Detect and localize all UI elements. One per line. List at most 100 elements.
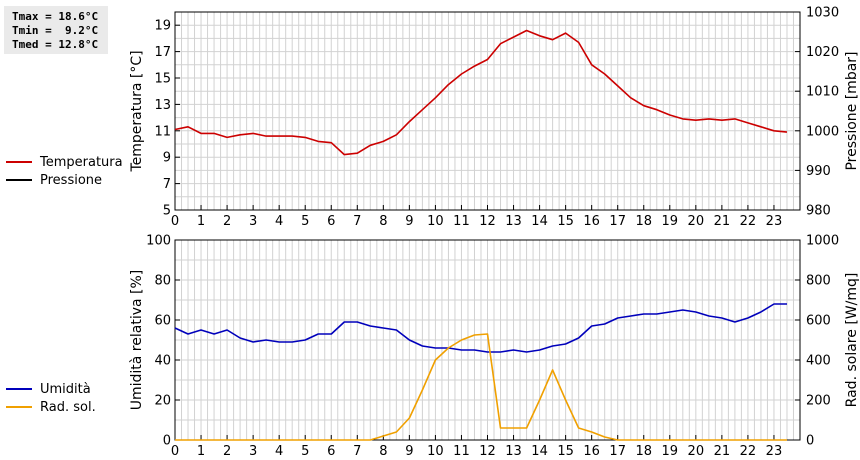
chart2-x-tick-label: 23 xyxy=(766,444,783,459)
chart2-x-tick-label: 0 xyxy=(171,444,179,459)
chart1-y2-tick-label: 1000 xyxy=(806,124,839,139)
chart1-x-tick-label: 3 xyxy=(249,214,257,229)
chart1-y2-tick-label: 1010 xyxy=(806,85,839,100)
chart2-x-tick-label: 16 xyxy=(583,444,600,459)
chart1-ylabel: Temperatura [°C] xyxy=(129,50,145,172)
chart2-x-tick-label: 5 xyxy=(301,444,309,459)
chart2-y-tick-label: 60 xyxy=(154,314,171,329)
chart1-y-tick-label: 17 xyxy=(154,45,171,60)
legend-bottom: Umidità Rad. sol. xyxy=(6,380,96,416)
chart1-x-tick-label: 10 xyxy=(427,214,444,229)
chart1-x-tick-label: 20 xyxy=(688,214,705,229)
chart2-x-tick-label: 3 xyxy=(249,444,257,459)
legend-swatch-pressione xyxy=(6,179,32,181)
chart1-x-tick-label: 18 xyxy=(635,214,652,229)
legend-label-temperatura: Temperatura xyxy=(40,154,123,170)
chart1-series-temperatura-line xyxy=(174,29,788,156)
chart1-x-tick-label: 11 xyxy=(453,214,470,229)
stat-tmed: Tmed = 12.8°C xyxy=(12,38,99,51)
chart1-y2label: Pressione [mbar] xyxy=(844,51,860,170)
chart2-y-tick-label: 80 xyxy=(154,274,171,289)
chart2-y2-tick-label: 400 xyxy=(806,354,831,369)
legend-swatch-temperatura xyxy=(6,161,32,163)
legend-top: Temperatura Pressione xyxy=(6,153,123,189)
chart2-x-tick-label: 22 xyxy=(740,444,757,459)
legend-swatch-radsol xyxy=(6,406,32,408)
legend-swatch-umidita xyxy=(6,388,32,390)
legend-label-radsol: Rad. sol. xyxy=(40,399,96,415)
chart1-x-tick-label: 2 xyxy=(223,214,231,229)
chart1-y2-tick-label: 1020 xyxy=(806,45,839,60)
chart2-y2-tick-label: 600 xyxy=(806,314,831,329)
chart1-y-tick-label: 7 xyxy=(163,177,171,192)
chart2-ylabel: Umidità relativa [%] xyxy=(129,270,145,411)
chart1-x-tick-label: 17 xyxy=(609,214,626,229)
chart1-x-tick-label: 21 xyxy=(714,214,731,229)
chart2-series-umidit-line xyxy=(174,303,787,353)
legend-label-umidita: Umidità xyxy=(40,381,91,397)
chart1-x-tick-label: 22 xyxy=(740,214,757,229)
chart2-x-tick-label: 17 xyxy=(609,444,626,459)
legend-label-pressione: Pressione xyxy=(40,172,103,188)
chart2-x-tick-label: 6 xyxy=(327,444,335,459)
chart2-x-tick-label: 9 xyxy=(405,444,413,459)
chart2-y-tick-label: 20 xyxy=(154,394,171,409)
chart1-y-tick-label: 9 xyxy=(163,151,171,166)
chart1-y-tick-label: 15 xyxy=(154,72,171,87)
chart2-x-tick-label: 18 xyxy=(635,444,652,459)
chart2-x-tick-label: 13 xyxy=(505,444,522,459)
chart1-x-tick-label: 0 xyxy=(171,214,179,229)
chart1-y2-tick-label: 1030 xyxy=(806,6,839,21)
legend-item-pressione: Pressione xyxy=(6,171,123,189)
chart1-x-tick-label: 13 xyxy=(505,214,522,229)
chart2-y-tick-label: 0 xyxy=(163,434,171,449)
chart2-x-tick-label: 20 xyxy=(688,444,705,459)
chart2-x-tick-label: 15 xyxy=(557,444,574,459)
chart1-x-tick-label: 14 xyxy=(531,214,548,229)
legend-item-radsol: Rad. sol. xyxy=(6,398,96,416)
chart2-y-tick-label: 100 xyxy=(146,234,171,249)
chart1-x-tick-label: 12 xyxy=(479,214,496,229)
chart1-y2-tick-label: 990 xyxy=(806,164,831,179)
chart1-y2-tick-label: 980 xyxy=(806,204,831,219)
chart1-x-tick-label: 4 xyxy=(275,214,283,229)
chart2-x-tick-label: 1 xyxy=(197,444,205,459)
chart2-x-tick-label: 19 xyxy=(662,444,679,459)
chart1-x-tick-label: 16 xyxy=(583,214,600,229)
chart2-x-tick-label: 8 xyxy=(379,444,387,459)
chart2-x-tick-label: 10 xyxy=(427,444,444,459)
chart1-y-tick-label: 11 xyxy=(154,124,171,139)
chart1-y-tick-label: 19 xyxy=(154,19,171,34)
chart2-x-tick-label: 11 xyxy=(453,444,470,459)
legend-item-temperatura: Temperatura xyxy=(6,153,123,171)
chart2-x-tick-label: 4 xyxy=(275,444,283,459)
chart1-x-tick-label: 6 xyxy=(327,214,335,229)
chart1-x-tick-label: 5 xyxy=(301,214,309,229)
chart2-y2label: Rad. solare [W/mq] xyxy=(844,273,860,408)
chart1-x-tick-label: 15 xyxy=(557,214,574,229)
legend-item-umidita: Umidità xyxy=(6,380,96,398)
chart2-y2-tick-label: 800 xyxy=(806,274,831,289)
chart2-y2-tick-label: 1000 xyxy=(806,234,839,249)
chart2-x-tick-label: 21 xyxy=(714,444,731,459)
chart2-y2-tick-label: 200 xyxy=(806,394,831,409)
chart1-x-tick-label: 23 xyxy=(766,214,783,229)
stats-box: Tmax = 18.6°C Tmin = 9.2°C Tmed = 12.8°C xyxy=(4,6,108,54)
chart1-x-tick-label: 1 xyxy=(197,214,205,229)
chart1-x-tick-label: 7 xyxy=(353,214,361,229)
chart2-y-tick-label: 40 xyxy=(154,354,171,369)
chart1-x-tick-label: 19 xyxy=(662,214,679,229)
chart2-x-tick-label: 12 xyxy=(479,444,496,459)
chart1-y-tick-label: 13 xyxy=(154,98,171,113)
chart1-x-tick-label: 9 xyxy=(405,214,413,229)
chart2-y2-tick-label: 0 xyxy=(806,434,814,449)
chart1-y-tick-label: 5 xyxy=(163,204,171,219)
stat-tmin: Tmin = 9.2°C xyxy=(12,24,99,37)
chart2-x-tick-label: 14 xyxy=(531,444,548,459)
stat-tmax: Tmax = 18.6°C xyxy=(12,10,99,23)
chart2-x-tick-label: 7 xyxy=(353,444,361,459)
chart1-x-tick-label: 8 xyxy=(379,214,387,229)
chart2-series-rad-sol-line xyxy=(175,333,787,441)
chart2-x-tick-label: 2 xyxy=(223,444,231,459)
